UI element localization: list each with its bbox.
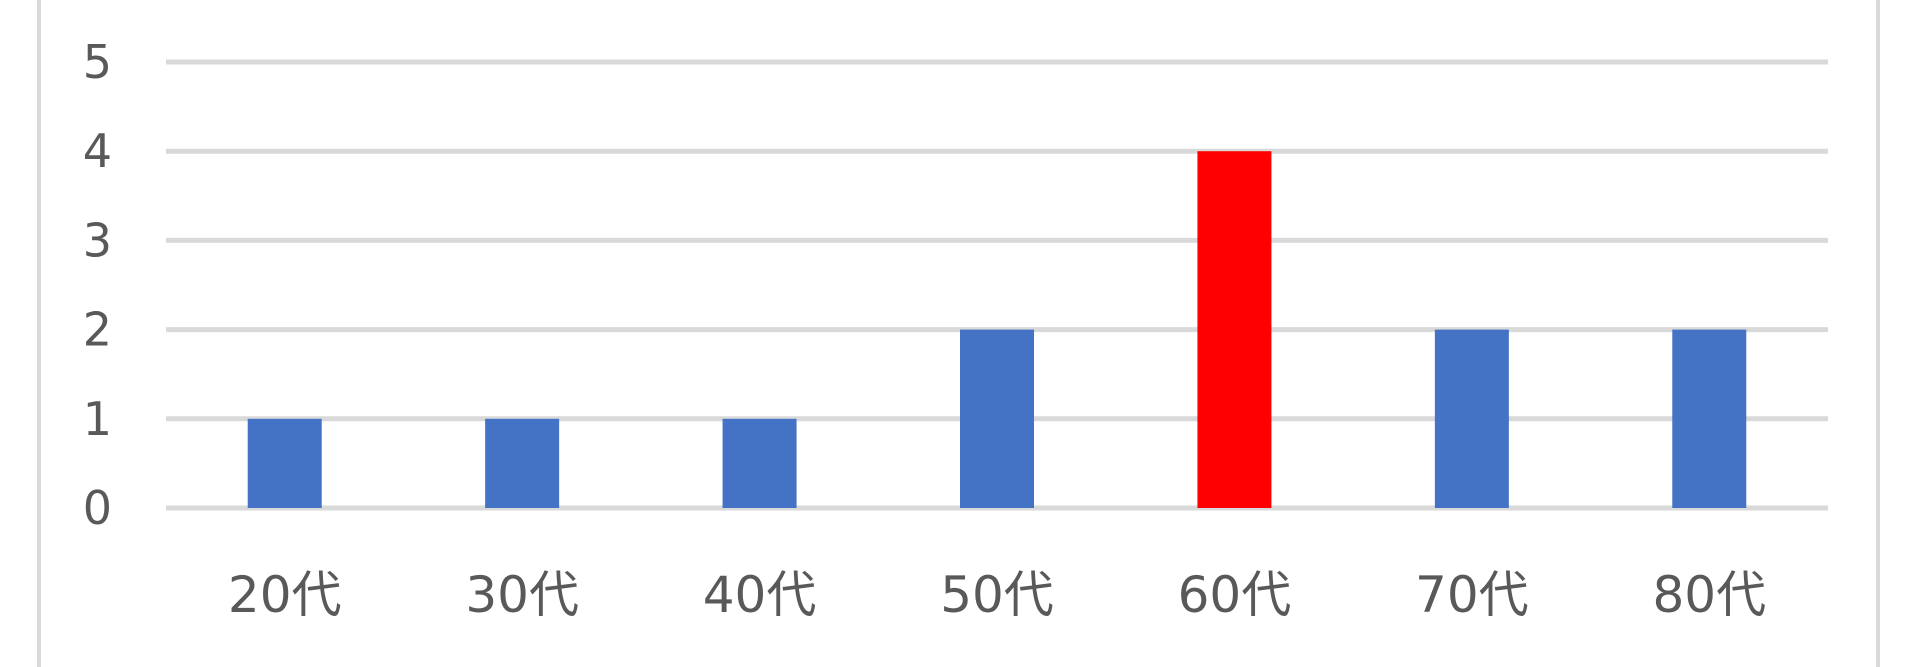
x-tick-label: 50代 — [940, 566, 1054, 624]
x-tick-label: 80代 — [1652, 566, 1766, 624]
y-tick-label: 3 — [83, 213, 112, 267]
x-tick-label: 30代 — [465, 566, 579, 624]
x-tick-label: 40代 — [703, 566, 817, 624]
x-axis-ticks: 20代 30代 40代 50代 60代 70代 80代 — [228, 566, 1766, 624]
bar-70代 — [1434, 329, 1509, 508]
y-tick-label: 4 — [83, 124, 112, 178]
y-axis-ticks: 0 1 2 3 4 5 — [83, 35, 112, 535]
chart-frame — [37, 0, 1880, 667]
y-tick-label: 2 — [83, 303, 112, 357]
bar-60代 — [1197, 151, 1272, 508]
y-tick-label: 0 — [83, 481, 112, 535]
x-tick-label: 70代 — [1415, 566, 1529, 624]
bar-50代 — [960, 329, 1034, 508]
x-tick-label: 20代 — [228, 566, 342, 624]
bars — [247, 151, 1747, 508]
bar-30代 — [485, 418, 560, 508]
bar-20代 — [247, 418, 322, 508]
bar-40代 — [722, 418, 797, 508]
y-tick-label: 5 — [83, 35, 112, 89]
x-tick-label: 60代 — [1178, 566, 1292, 624]
bar-80代 — [1672, 329, 1747, 508]
y-tick-label: 1 — [83, 392, 112, 446]
